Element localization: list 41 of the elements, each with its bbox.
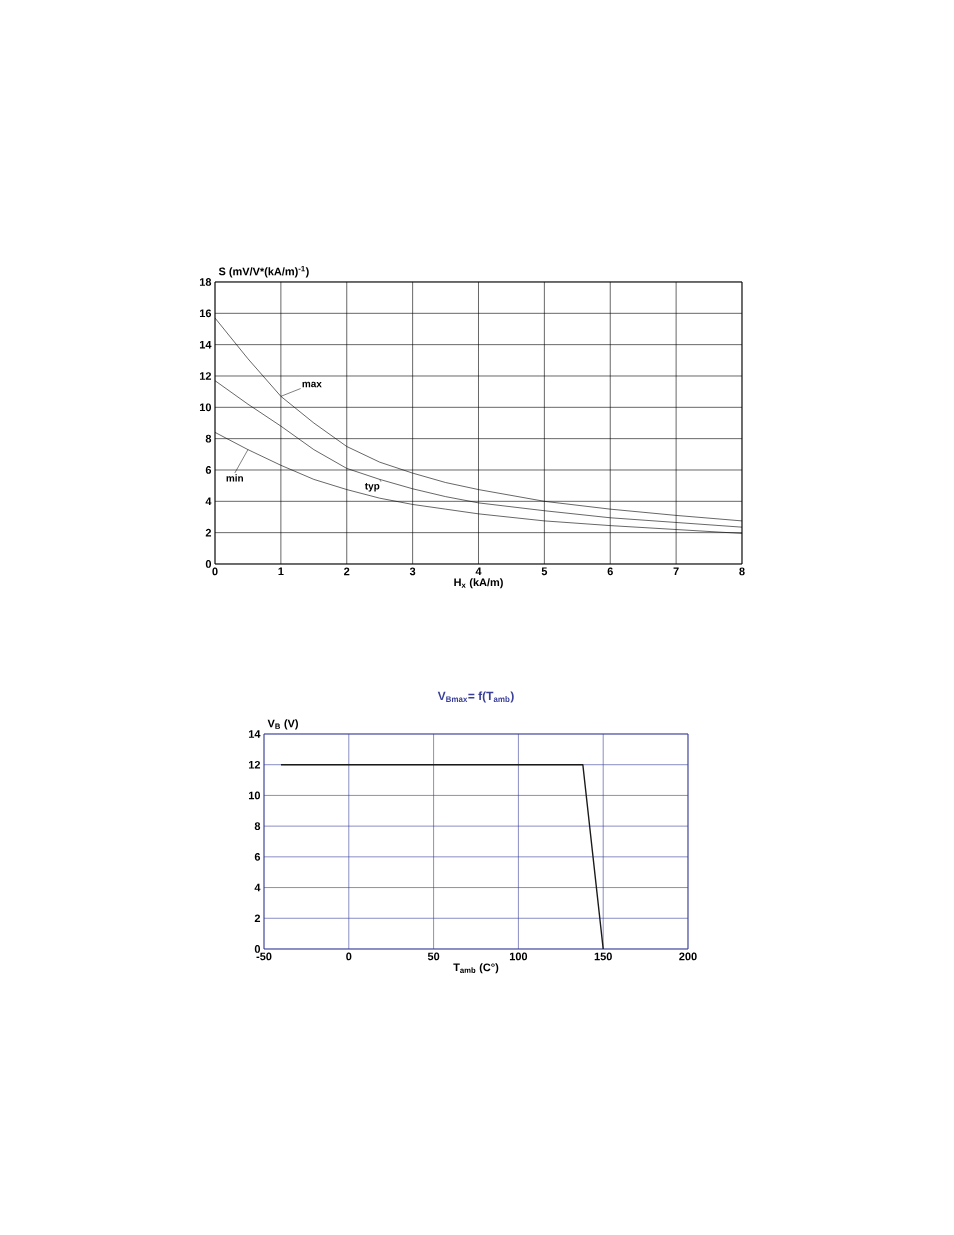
x-tick-label: 0 <box>346 952 352 961</box>
x-tick-label: 8 <box>739 567 745 576</box>
y-tick-label: 6 <box>205 466 212 474</box>
x-axis-title: T$_{amb}$ (C°) <box>453 963 499 974</box>
y-tick-label: 12 <box>199 372 212 380</box>
x-tick-label: 2 <box>344 567 350 576</box>
x-tick-label: 5 <box>541 567 548 576</box>
y-tick-label: 0 <box>254 945 261 953</box>
y-tick-label: 4 <box>205 497 212 506</box>
x-tick-label: 50 <box>427 952 440 961</box>
legend-label: min <box>226 474 243 482</box>
y-axis-title: S (mV/V*(kA/m)$^{-1}$) <box>218 265 309 278</box>
series-label: typ <box>364 482 380 492</box>
y-tick-label: 10 <box>248 791 261 800</box>
y-axis-title: V$_{B}$ (V) <box>267 719 298 730</box>
y-tick-label: 8 <box>254 822 261 831</box>
x-tick-label: -50 <box>256 952 272 961</box>
x-tick-label: 3 <box>409 567 416 576</box>
x-tick-label: 200 <box>679 952 697 961</box>
x-tick-label: 150 <box>594 952 612 961</box>
x-tick-label: 100 <box>509 952 528 961</box>
y-tick-label: 4 <box>254 883 261 892</box>
y-tick-label: 2 <box>254 914 261 923</box>
y-tick-label: 16 <box>199 309 212 318</box>
y-tick-label: 12 <box>248 760 261 769</box>
x-tick-label: 1 <box>278 567 284 576</box>
y-tick-label: 2 <box>205 528 212 537</box>
x-axis-title: H$_{x}$ (kA/m) <box>454 578 503 589</box>
x-tick-label: 4 <box>475 567 482 576</box>
x-tick-label: 0 <box>212 567 218 576</box>
text: max <box>302 381 322 388</box>
y-tick-label: 8 <box>205 434 212 443</box>
chart-title: V$_{Bmax}$= f(T$_{amb}$) <box>437 691 514 703</box>
x-tick-label: 7 <box>673 567 679 576</box>
y-tick-label: 18 <box>199 278 212 286</box>
x-tick-label: 6 <box>607 567 613 576</box>
y-tick-label: 10 <box>199 403 212 412</box>
y-tick-label: 14 <box>199 340 212 349</box>
y-tick-label: 0 <box>205 560 212 568</box>
y-tick-label: 14 <box>248 730 261 738</box>
y-tick-label: 6 <box>254 852 261 861</box>
